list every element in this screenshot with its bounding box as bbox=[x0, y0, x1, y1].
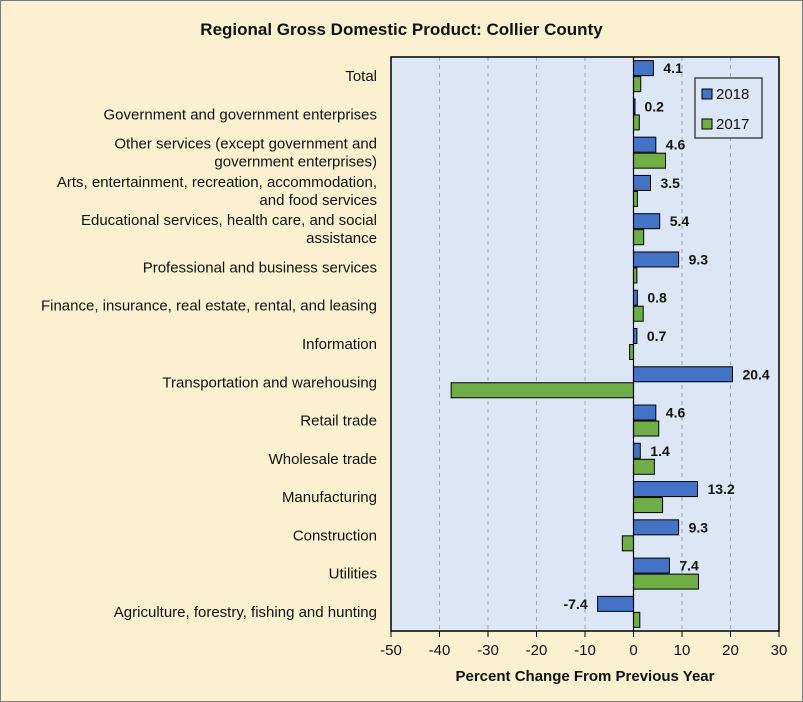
category-label: Wholesale trade bbox=[269, 451, 377, 468]
category-label: Construction bbox=[293, 527, 377, 544]
x-tick-label: -30 bbox=[477, 642, 499, 659]
x-tick-label: -20 bbox=[526, 642, 548, 659]
bar-2017 bbox=[633, 76, 642, 93]
category-label: Manufacturing bbox=[282, 489, 377, 506]
bar-2018 bbox=[633, 481, 699, 498]
bar-2017 bbox=[450, 382, 635, 399]
bar-2018 bbox=[597, 595, 634, 612]
data-label: 1.4 bbox=[650, 443, 670, 459]
bar-2018 bbox=[633, 60, 654, 77]
bar-2017 bbox=[633, 611, 641, 628]
category-label: Information bbox=[302, 336, 377, 353]
category-label: Government and government enterprises bbox=[104, 106, 377, 123]
category-label: Educational services, health care, and s… bbox=[81, 212, 377, 229]
category-label: Professional and business services bbox=[143, 259, 377, 276]
data-label: 9.3 bbox=[689, 251, 709, 267]
bar-2017 bbox=[633, 305, 644, 322]
bar-2018 bbox=[633, 366, 733, 383]
data-label: 20.4 bbox=[742, 366, 769, 382]
bar-2017 bbox=[633, 229, 645, 246]
data-label: -7.4 bbox=[563, 596, 587, 612]
bar-2017 bbox=[633, 497, 664, 514]
x-tick-label: 0 bbox=[629, 642, 637, 659]
category-label: Utilities bbox=[329, 566, 377, 583]
bar-2018 bbox=[633, 213, 661, 230]
category-label: Agriculture, forestry, fishing and hunti… bbox=[114, 604, 377, 621]
legend-label: 2017 bbox=[716, 116, 749, 133]
data-label: 0.8 bbox=[647, 290, 667, 306]
bar-2018 bbox=[633, 404, 657, 421]
x-tick-label: 20 bbox=[722, 642, 739, 659]
legend-label: 2018 bbox=[716, 86, 749, 103]
x-axis-label: Percent Change From Previous Year bbox=[456, 668, 715, 685]
legend-swatch bbox=[701, 88, 713, 100]
category-label: Transportation and warehousing bbox=[162, 374, 377, 391]
category-label: Arts, entertainment, recreation, accommo… bbox=[57, 174, 377, 191]
chart-title: Regional Gross Domestic Product: Collier… bbox=[200, 20, 603, 39]
x-tick-label: -50 bbox=[380, 642, 402, 659]
bar-2017 bbox=[633, 152, 667, 169]
bar-2017 bbox=[633, 420, 660, 437]
category-label: Total bbox=[345, 68, 377, 85]
bar-2018 bbox=[633, 519, 680, 536]
data-label: 7.4 bbox=[679, 558, 699, 574]
category-label: Finance, insurance, real estate, rental,… bbox=[41, 298, 377, 315]
category-label: Retail trade bbox=[300, 413, 377, 430]
legend-swatch bbox=[701, 118, 713, 130]
x-tick-label: -40 bbox=[429, 642, 451, 659]
plot-area bbox=[391, 57, 779, 631]
data-label: 13.2 bbox=[708, 481, 735, 497]
bar-2018 bbox=[633, 557, 670, 574]
bar-2018 bbox=[633, 174, 651, 191]
bar-2017 bbox=[633, 573, 699, 590]
data-label: 9.3 bbox=[689, 519, 709, 535]
x-tick-label: 10 bbox=[674, 642, 691, 659]
data-label: 0.7 bbox=[647, 328, 667, 344]
data-label: 3.5 bbox=[660, 175, 680, 191]
data-label: 4.6 bbox=[666, 405, 686, 421]
x-tick-label: 30 bbox=[771, 642, 788, 659]
category-label: government enterprises) bbox=[214, 154, 377, 171]
bar-2018 bbox=[633, 136, 657, 153]
bar-2018 bbox=[633, 251, 680, 268]
data-label: 0.2 bbox=[644, 98, 664, 114]
x-tick-label: -10 bbox=[574, 642, 596, 659]
category-label: Other services (except government and bbox=[114, 136, 377, 153]
data-label: 4.6 bbox=[666, 137, 686, 153]
bar-2017 bbox=[621, 535, 634, 552]
bar-2017 bbox=[633, 458, 655, 475]
data-label: 4.1 bbox=[663, 60, 683, 76]
category-label: and food services bbox=[259, 192, 377, 209]
bar-2017 bbox=[633, 114, 640, 131]
bar-2018 bbox=[633, 442, 641, 459]
data-label: 5.4 bbox=[670, 213, 690, 229]
category-label: assistance bbox=[306, 230, 377, 247]
